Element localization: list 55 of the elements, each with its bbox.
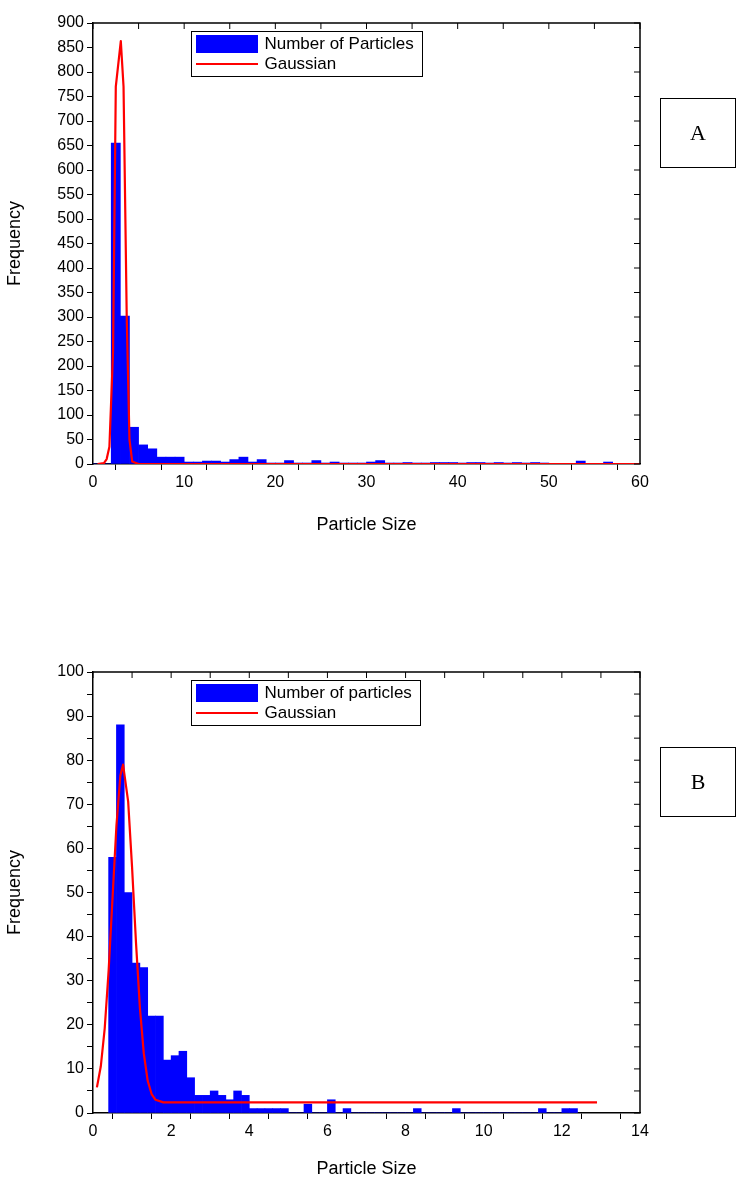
x-tick-label: 2 bbox=[166, 1122, 176, 1140]
x-tick-label: 14 bbox=[631, 1122, 649, 1140]
legend-label: Number of particles bbox=[264, 683, 412, 703]
y-tick-label: 0 bbox=[75, 454, 85, 472]
y-tick-label: 40 bbox=[66, 927, 85, 945]
x-tick-label: 30 bbox=[357, 473, 376, 491]
x-axis-title: Particle Size bbox=[316, 1158, 417, 1179]
y-tick-label: 650 bbox=[57, 135, 85, 153]
legend-label: Gaussian bbox=[264, 703, 337, 723]
y-tick-label: 850 bbox=[57, 37, 85, 55]
y-tick-label: 600 bbox=[57, 160, 85, 178]
y-tick-label: 700 bbox=[57, 111, 85, 129]
y-tick-label: 550 bbox=[57, 184, 85, 202]
y-tick-label: 450 bbox=[57, 233, 85, 251]
x-tick-label: 40 bbox=[448, 473, 467, 491]
y-tick-label: 350 bbox=[57, 282, 85, 300]
y-tick-label: 60 bbox=[66, 838, 85, 856]
x-tick-label: 4 bbox=[244, 1122, 254, 1140]
x-tick-label: 0 bbox=[88, 1122, 98, 1140]
y-tick-label: 150 bbox=[57, 380, 85, 398]
legend-label: Number of Particles bbox=[264, 34, 414, 54]
x-tick-label: 60 bbox=[631, 473, 649, 491]
y-tick-label: 50 bbox=[66, 429, 85, 447]
y-tick-label: 20 bbox=[66, 1015, 85, 1033]
x-axis-title: Particle Size bbox=[316, 514, 417, 535]
y-tick-label: 100 bbox=[57, 662, 85, 680]
x-tick-label: 6 bbox=[322, 1122, 332, 1140]
y-tick-label: 10 bbox=[66, 1059, 85, 1077]
y-tick-label: 750 bbox=[57, 86, 85, 104]
y-tick-label: 70 bbox=[66, 794, 85, 812]
y-axis-title: Frequency bbox=[3, 200, 24, 287]
y-tick-label: 400 bbox=[57, 258, 85, 276]
x-tick-label: 0 bbox=[88, 473, 98, 491]
y-tick-label: 800 bbox=[57, 62, 85, 80]
y-tick-label: 250 bbox=[57, 331, 85, 349]
text: A bbox=[660, 97, 736, 168]
x-tick-label: 50 bbox=[539, 473, 558, 491]
x-tick-label: 12 bbox=[552, 1122, 571, 1140]
y-tick-label: 300 bbox=[57, 307, 85, 325]
y-tick-label: 200 bbox=[57, 356, 85, 374]
y-tick-label: 30 bbox=[66, 971, 85, 989]
y-tick-label: 0 bbox=[75, 1103, 85, 1121]
x-tick-label: 20 bbox=[266, 473, 285, 491]
x-tick-label: 10 bbox=[474, 1122, 493, 1140]
x-tick-label: 10 bbox=[175, 473, 194, 491]
y-axis-title: Frequency bbox=[3, 849, 24, 936]
x-tick-label: 8 bbox=[401, 1122, 411, 1140]
y-tick-label: 100 bbox=[57, 405, 85, 423]
y-tick-label: 900 bbox=[57, 13, 85, 31]
legend-label: Gaussian bbox=[264, 54, 337, 74]
y-tick-label: 500 bbox=[57, 209, 85, 227]
y-tick-label: 90 bbox=[66, 706, 85, 724]
y-tick-label: 50 bbox=[66, 882, 85, 900]
text: B bbox=[660, 746, 736, 817]
y-tick-label: 80 bbox=[66, 750, 85, 768]
